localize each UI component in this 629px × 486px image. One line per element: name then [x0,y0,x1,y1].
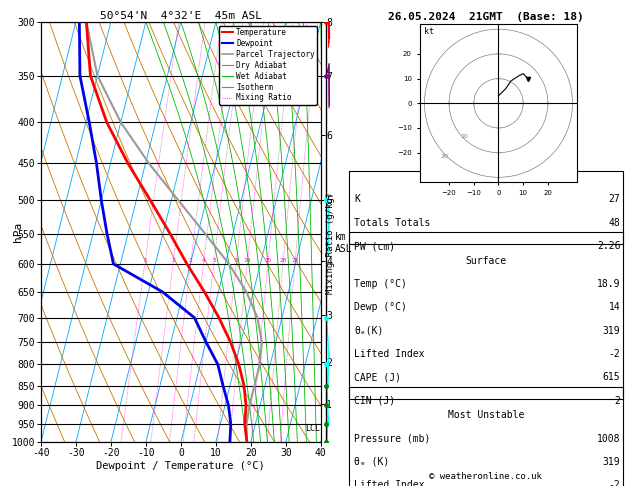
Text: CIN (J): CIN (J) [354,396,396,406]
Text: 8: 8 [235,258,238,263]
Text: Mixing Ratio (g/kg): Mixing Ratio (g/kg) [326,192,335,294]
Text: Dewp (°C): Dewp (°C) [354,302,407,312]
Text: θₑ(K): θₑ(K) [354,326,384,336]
Text: LCL: LCL [304,423,320,433]
Text: -2: -2 [609,480,620,486]
Text: 2.26: 2.26 [597,241,620,251]
Text: 18.9: 18.9 [597,279,620,289]
Text: 2: 2 [172,258,175,263]
Text: hPa: hPa [13,222,23,242]
Text: 1: 1 [143,258,147,263]
Text: 5: 5 [212,258,216,263]
Text: © weatheronline.co.uk: © weatheronline.co.uk [430,472,542,481]
Text: 15: 15 [264,258,272,263]
Text: Temp (°C): Temp (°C) [354,279,407,289]
Text: Lifted Index: Lifted Index [354,349,425,359]
Legend: Temperature, Dewpoint, Parcel Trajectory, Dry Adiabat, Wet Adiabat, Isotherm, Mi: Temperature, Dewpoint, Parcel Trajectory… [220,26,317,104]
Text: 48: 48 [609,218,620,228]
Text: Pressure (mb): Pressure (mb) [354,434,431,444]
X-axis label: Dewpoint / Temperature (°C): Dewpoint / Temperature (°C) [96,461,265,470]
Text: 10: 10 [244,258,251,263]
Text: -2: -2 [609,349,620,359]
Text: 26.05.2024  21GMT  (Base: 18): 26.05.2024 21GMT (Base: 18) [388,12,584,22]
Text: 615: 615 [603,372,620,382]
Text: 20: 20 [440,154,448,158]
Text: Lifted Index: Lifted Index [354,480,425,486]
Title: 50°54'N  4°32'E  45m ASL: 50°54'N 4°32'E 45m ASL [100,11,262,21]
Text: K: K [354,194,360,205]
Text: 1008: 1008 [597,434,620,444]
Text: 3: 3 [189,258,193,263]
Y-axis label: km
ASL: km ASL [335,232,353,254]
Text: kt: kt [425,27,435,36]
Text: 10: 10 [460,134,468,139]
Text: Totals Totals: Totals Totals [354,218,431,228]
Text: PW (cm): PW (cm) [354,241,396,251]
Text: CAPE (J): CAPE (J) [354,372,401,382]
Text: 20: 20 [279,258,287,263]
Text: 14: 14 [609,302,620,312]
Text: 27: 27 [609,194,620,205]
Text: Surface: Surface [465,256,506,266]
Text: θₑ (K): θₑ (K) [354,457,389,467]
Text: Most Unstable: Most Unstable [448,410,524,420]
Text: 319: 319 [603,326,620,336]
Text: 25: 25 [291,258,299,263]
Text: 319: 319 [603,457,620,467]
Text: 2: 2 [615,396,620,406]
Text: 4: 4 [202,258,206,263]
